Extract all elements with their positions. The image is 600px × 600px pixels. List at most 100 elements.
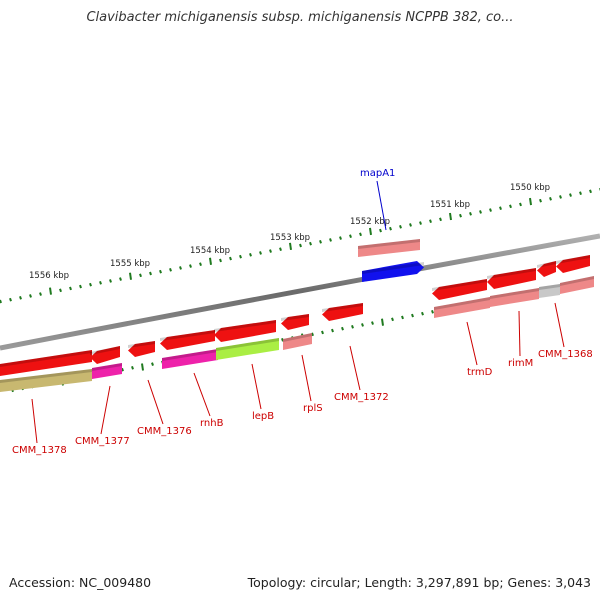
gene-label: CMM_1377 — [75, 436, 130, 447]
tick-minor — [329, 238, 332, 242]
tick-minor — [419, 221, 422, 225]
tick-major — [209, 257, 212, 265]
gene-shading — [434, 297, 490, 310]
gene-label: CMM_1378 — [12, 445, 67, 456]
tick-minor — [519, 202, 522, 207]
scale-labels: 1556 kbp 1555 kbp 1554 kbp 1553 kbp 1552 kbp… — [29, 183, 550, 281]
gene-shading — [362, 262, 424, 274]
gene-shading — [281, 314, 309, 321]
tick-minor — [379, 228, 382, 233]
leader-line — [31, 398, 38, 444]
tick-minor — [299, 243, 302, 248]
tick-major — [529, 197, 532, 206]
gene-shading — [283, 333, 312, 342]
leader-line — [376, 180, 387, 231]
accession-text: Accession: NC_009480 — [9, 575, 152, 590]
tick-minor — [589, 189, 592, 194]
gene-feature — [539, 284, 560, 298]
leader-line — [301, 354, 312, 402]
map-title: Clavibacter michiganensis subsp. michiga… — [86, 10, 514, 25]
gene-feature — [358, 239, 420, 257]
gene-feature — [322, 303, 363, 321]
tick-minor — [459, 213, 462, 218]
tick-minor — [469, 211, 472, 216]
scale-label: 1556 kbp — [29, 271, 69, 281]
gene-features — [0, 239, 594, 392]
tick-minor — [351, 324, 354, 329]
gene-shading — [160, 330, 215, 341]
tick-minor — [479, 210, 482, 214]
gene-label: trmD — [467, 367, 493, 378]
gene-label: CMM_1372 — [334, 392, 389, 403]
tick-minor — [331, 328, 334, 333]
tick-minor — [139, 273, 142, 278]
gene-feature — [0, 350, 92, 376]
tick-minor — [149, 271, 152, 276]
tick-minor — [121, 367, 124, 372]
gene-feature — [90, 346, 120, 364]
tick-minor — [549, 197, 552, 201]
gene-feature — [490, 288, 539, 307]
tick-minor — [169, 267, 172, 272]
gene-shading — [556, 255, 590, 264]
gene-feature — [560, 276, 594, 294]
gene-shading — [358, 239, 420, 249]
tick-minor — [89, 282, 92, 287]
tick-minor — [579, 191, 582, 196]
gene-shading — [560, 276, 594, 286]
tick-minor — [421, 311, 424, 316]
gene-feature — [214, 320, 276, 342]
gene-feature — [432, 279, 487, 300]
tick-minor — [0, 299, 2, 304]
tick-major — [369, 227, 372, 236]
tick-minor — [269, 249, 272, 253]
backbone-line — [0, 233, 600, 351]
tick-minor — [109, 279, 112, 283]
gene-label: rimM — [508, 358, 533, 369]
leader-line — [466, 321, 478, 366]
tick-minor — [59, 288, 62, 293]
gene-shading — [490, 288, 539, 299]
gene-label: mapA1 — [360, 168, 395, 179]
tick-minor — [79, 284, 82, 289]
gene-labels: mapA1 CMM_1378 CMM_1377 CMM_1376 rnhB lepB rpl… — [12, 168, 593, 456]
gene-feature — [281, 314, 309, 330]
tick-minor — [349, 234, 352, 238]
tick-minor — [559, 195, 562, 199]
tick-minor — [371, 321, 374, 325]
gene-label: lepB — [252, 411, 274, 422]
tick-minor — [391, 317, 394, 322]
tick-minor — [189, 264, 192, 268]
leader-line — [518, 310, 521, 357]
gene-shading — [537, 261, 556, 268]
tick-minor — [309, 241, 312, 246]
tick-minor — [249, 253, 252, 257]
scale-ticks-outer — [0, 188, 600, 304]
tick-minor — [341, 326, 344, 331]
gene-feature — [434, 297, 490, 318]
tick-major — [449, 212, 452, 221]
gene-shading — [90, 346, 120, 355]
gene-shading — [0, 350, 92, 367]
tick-minor — [439, 217, 442, 222]
scale-label: 1552 kbp — [350, 217, 390, 227]
gene-label: rplS — [303, 403, 323, 414]
gene-shading — [432, 279, 487, 291]
tick-minor — [319, 239, 322, 244]
tick-major — [289, 242, 292, 251]
tick-minor — [279, 247, 282, 252]
scale-label: 1555 kbp — [110, 259, 150, 269]
gene-feature — [283, 333, 312, 350]
gene-shading — [128, 341, 155, 348]
gene-shading — [0, 369, 92, 383]
tick-minor — [281, 338, 284, 342]
leader-line — [349, 345, 361, 391]
gene-shading — [216, 338, 279, 351]
tick-minor — [9, 297, 12, 302]
tick-minor — [321, 330, 324, 335]
tick-minor — [29, 294, 32, 298]
tick-minor — [39, 292, 42, 296]
tick-minor — [159, 269, 162, 274]
tick-minor — [361, 323, 364, 327]
